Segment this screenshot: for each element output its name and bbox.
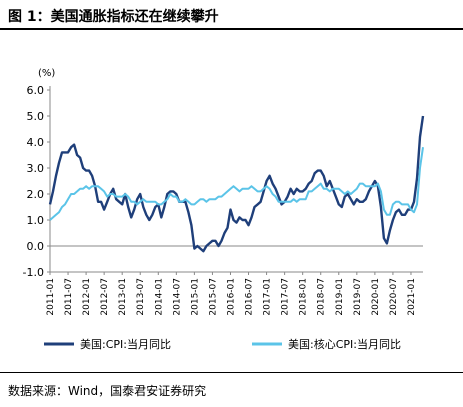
x-tick-label: 2011-07 (64, 278, 74, 316)
y-tick-label: 3.0 (27, 162, 45, 175)
legend-label: 美国:核心CPI:当月同比 (288, 337, 401, 351)
x-tick-label: 2021-01 (407, 278, 417, 316)
source-note: 数据来源：Wind，国泰君安证券研究 (8, 384, 207, 398)
x-tick-label: 2016-01 (226, 278, 236, 316)
x-tick-label: 2013-01 (118, 278, 128, 316)
x-tick-label: 2014-07 (172, 278, 182, 316)
y-unit-label: (%) (38, 68, 55, 79)
y-tick-label: 2.0 (27, 188, 45, 201)
y-tick-label: 1.0 (27, 214, 45, 227)
legend: 美国:CPI:当月同比 美国:核心CPI:当月同比 (44, 337, 401, 351)
y-tick-label: 6.0 (27, 84, 45, 97)
y-tick-label: 5.0 (27, 110, 45, 123)
x-tick-label: 2012-07 (100, 278, 110, 316)
x-tick-label: 2012-01 (82, 278, 92, 316)
y-tick-label: 0.0 (27, 240, 45, 253)
x-tick-label: 2017-01 (263, 278, 273, 316)
figure-title: 图 1：美国通胀指标还在继续攀升 (8, 9, 219, 25)
x-tick-label: 2020-07 (389, 278, 399, 316)
title-rule (0, 28, 463, 30)
cpi-series-line (48, 115, 425, 253)
core-cpi-series-line (49, 147, 424, 221)
y-tick-label: -1.0 (23, 266, 44, 279)
x-tick-label: 2015-07 (208, 278, 218, 316)
x-tick-label: 2018-01 (299, 278, 309, 316)
x-tick-label: 2020-01 (371, 278, 381, 316)
line-chart: 6.0 5.0 4.0 3.0 2.0 1.0 0.0 -1.0 2011-01 2011-07… (23, 68, 425, 351)
x-tick-label: 2017-07 (281, 278, 291, 316)
x-tick-label: 2019-07 (353, 278, 363, 316)
x-tick-label: 2016-07 (245, 278, 255, 316)
x-tick-label: 2015-01 (190, 278, 200, 316)
x-tick-label: 2011-01 (46, 278, 56, 316)
x-tick-label: 2013-07 (136, 278, 146, 316)
series-lines (48, 115, 425, 253)
x-axis-ticks: 2011-01 2011-07 2012-01 2012-07 2013-01 2013-… (46, 272, 417, 316)
x-tick-label: 2019-01 (335, 278, 345, 316)
source-rule (0, 372, 463, 373)
y-axis-ticks: 6.0 5.0 4.0 3.0 2.0 1.0 0.0 -1.0 (23, 84, 50, 279)
legend-label: 美国:CPI:当月同比 (80, 337, 171, 351)
x-tick-label: 2014-01 (154, 278, 164, 316)
x-tick-label: 2018-07 (317, 278, 327, 316)
y-tick-label: 4.0 (27, 136, 45, 149)
